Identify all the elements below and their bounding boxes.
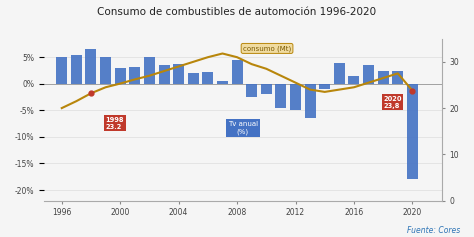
Bar — [334, 63, 345, 84]
Bar — [217, 81, 228, 84]
Bar — [100, 57, 111, 84]
Bar — [173, 64, 184, 84]
Bar — [305, 84, 316, 118]
Bar — [71, 55, 82, 84]
Bar — [129, 67, 140, 84]
Bar — [261, 84, 272, 94]
Text: Fuente: Cores: Fuente: Cores — [407, 226, 460, 235]
Bar — [392, 71, 403, 84]
Text: Consumo de combustibles de automoción 1996-2020: Consumo de combustibles de automoción 19… — [98, 7, 376, 17]
Bar — [348, 76, 359, 84]
Text: Tv anual
(%): Tv anual (%) — [228, 121, 258, 135]
Bar — [275, 84, 286, 108]
Bar — [144, 57, 155, 84]
Bar — [232, 60, 243, 84]
Bar — [363, 65, 374, 84]
Bar — [85, 49, 96, 84]
Bar — [188, 73, 199, 84]
Bar — [115, 68, 126, 84]
Bar — [407, 84, 418, 179]
Bar — [202, 72, 213, 84]
Bar — [290, 84, 301, 110]
Bar — [56, 57, 67, 84]
Bar — [246, 84, 257, 97]
Text: 2020
23,8: 2020 23,8 — [383, 96, 401, 109]
Bar — [319, 84, 330, 89]
Text: 1998
23.2: 1998 23.2 — [106, 117, 124, 130]
Bar — [378, 71, 389, 84]
Text: consumo (Mt): consumo (Mt) — [243, 45, 291, 52]
Bar — [158, 65, 170, 84]
